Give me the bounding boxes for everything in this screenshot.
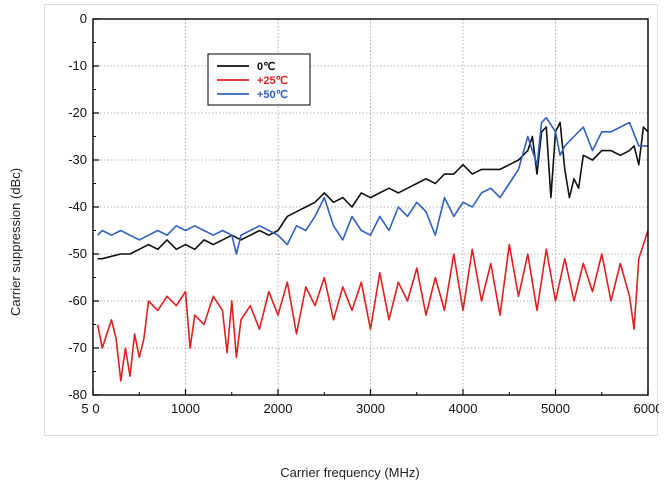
x-axis-title: Carrier frequency (MHz) xyxy=(280,465,419,480)
tick-labels: 0 1000 2000 3000 4000 5000 600050-10-20-30-40-… xyxy=(68,11,659,416)
y-tick-label: -10 xyxy=(68,58,87,73)
series-line-1 xyxy=(96,230,649,382)
legend-label-0: 0℃ xyxy=(257,61,275,73)
x-tick-label: 6000 xyxy=(634,401,659,416)
x-tick-label: 3000 xyxy=(356,401,385,416)
line-chart: 0 1000 2000 3000 4000 5000 600050-10-20-30-40-… xyxy=(68,11,659,416)
x-tick-label: 0 xyxy=(92,401,99,416)
y-tick-label: 0 xyxy=(80,11,87,26)
y-tick-label: -30 xyxy=(68,152,87,167)
origin-tick-label: 5 xyxy=(81,401,88,416)
y-tick-label: -80 xyxy=(68,387,87,402)
y-axis-title-outer: Carrier suppression (dBc) xyxy=(8,168,23,316)
legend-label-2: +50℃ xyxy=(257,89,288,101)
x-tick-label: 5000 xyxy=(541,401,570,416)
series-line-2 xyxy=(97,116,648,255)
y-tick-label: -40 xyxy=(68,199,87,214)
axes xyxy=(92,18,649,396)
chart-frame: 0 1000 2000 3000 4000 5000 6000 5 0 -10 -20 -30 -40-… xyxy=(44,4,659,436)
series-line-0 xyxy=(97,121,649,260)
y-tick-label: -60 xyxy=(68,293,87,308)
legend-label-1: +25℃ xyxy=(257,75,288,87)
x-tick-label: 2000 xyxy=(264,401,293,416)
x-tick-label: 1000 xyxy=(171,401,200,416)
y-tick-label: -50 xyxy=(68,246,87,261)
x-tick-label: 4000 xyxy=(449,401,478,416)
series-lines xyxy=(96,116,649,382)
y-tick-label: -20 xyxy=(68,105,87,120)
y-tick-label: -70 xyxy=(68,340,87,355)
grid-lines xyxy=(93,19,648,395)
legend: 0℃ +25℃ +50℃ xyxy=(207,53,311,106)
